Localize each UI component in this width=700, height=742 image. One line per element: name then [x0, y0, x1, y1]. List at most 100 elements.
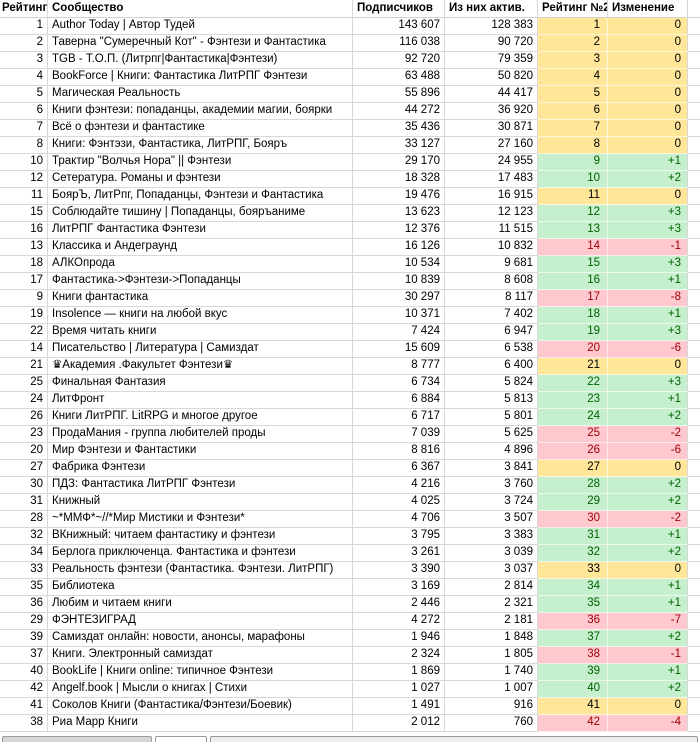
change-cell[interactable]: -2 [608, 426, 688, 443]
active-cell[interactable]: 1 740 [445, 664, 538, 681]
rank2-cell[interactable]: 1 [538, 18, 608, 35]
community-cell[interactable]: Всё о фэнтези и фантастике [48, 120, 353, 137]
change-cell[interactable]: 0 [608, 69, 688, 86]
subscribers-cell[interactable]: 6 367 [353, 460, 445, 477]
active-cell[interactable]: 3 507 [445, 511, 538, 528]
community-cell[interactable]: Берлога приключенца. Фантастика и фэнтез… [48, 545, 353, 562]
rank-cell[interactable]: 14 [0, 341, 48, 358]
active-cell[interactable]: 27 160 [445, 137, 538, 154]
rank2-cell[interactable]: 4 [538, 69, 608, 86]
rank2-cell[interactable]: 13 [538, 222, 608, 239]
change-cell[interactable]: +1 [608, 392, 688, 409]
change-cell[interactable]: +1 [608, 596, 688, 613]
active-cell[interactable]: 3 037 [445, 562, 538, 579]
rank2-cell[interactable]: 23 [538, 392, 608, 409]
rank-cell[interactable]: 8 [0, 137, 48, 154]
rank2-cell[interactable]: 2 [538, 35, 608, 52]
subscribers-cell[interactable]: 30 297 [353, 290, 445, 307]
change-cell[interactable]: 0 [608, 18, 688, 35]
rank-cell[interactable]: 5 [0, 86, 48, 103]
active-cell[interactable]: 17 483 [445, 171, 538, 188]
rank-cell[interactable]: 19 [0, 307, 48, 324]
subscribers-cell[interactable]: 3 795 [353, 528, 445, 545]
active-cell[interactable]: 3 724 [445, 494, 538, 511]
active-cell[interactable]: 2 321 [445, 596, 538, 613]
community-cell[interactable]: TGB - Т.О.П. (Литрпг|Фантастика|Фэнтези) [48, 52, 353, 69]
subscribers-cell[interactable]: 33 127 [353, 137, 445, 154]
change-cell[interactable]: -6 [608, 443, 688, 460]
subscribers-cell[interactable]: 2 446 [353, 596, 445, 613]
active-cell[interactable]: 5 813 [445, 392, 538, 409]
rank-cell[interactable]: 28 [0, 511, 48, 528]
community-cell[interactable]: ЛитРПГ Фантастика Фэнтези [48, 222, 353, 239]
community-cell[interactable]: Таверна "Сумеречный Кот" - Фэнтези и Фан… [48, 35, 353, 52]
active-cell[interactable]: 5 824 [445, 375, 538, 392]
subscribers-cell[interactable]: 4 216 [353, 477, 445, 494]
rank2-cell[interactable]: 5 [538, 86, 608, 103]
change-cell[interactable]: 0 [608, 698, 688, 715]
change-cell[interactable]: +2 [608, 409, 688, 426]
active-cell[interactable]: 2 814 [445, 579, 538, 596]
rank2-cell[interactable]: 28 [538, 477, 608, 494]
rank2-cell[interactable]: 20 [538, 341, 608, 358]
change-cell[interactable]: 0 [608, 460, 688, 477]
subscribers-cell[interactable]: 55 896 [353, 86, 445, 103]
change-cell[interactable]: -8 [608, 290, 688, 307]
active-cell[interactable]: 79 359 [445, 52, 538, 69]
rank-cell[interactable]: 38 [0, 715, 48, 732]
subscribers-cell[interactable]: 16 126 [353, 239, 445, 256]
subscribers-cell[interactable]: 3 261 [353, 545, 445, 562]
rank-cell[interactable]: 39 [0, 630, 48, 647]
change-cell[interactable]: +3 [608, 375, 688, 392]
rank2-cell[interactable]: 24 [538, 409, 608, 426]
rank2-cell[interactable]: 36 [538, 613, 608, 630]
rank2-cell[interactable]: 11 [538, 188, 608, 205]
community-cell[interactable]: Фантастика->Фэнтези->Попаданцы [48, 273, 353, 290]
header-change[interactable]: Изменение [608, 0, 688, 18]
active-cell[interactable]: 5 801 [445, 409, 538, 426]
rank-cell[interactable]: 6 [0, 103, 48, 120]
community-cell[interactable]: ФЭНТЕЗИГРАД [48, 613, 353, 630]
change-cell[interactable]: 0 [608, 103, 688, 120]
rank-cell[interactable]: 12 [0, 171, 48, 188]
rank2-cell[interactable]: 8 [538, 137, 608, 154]
subscribers-cell[interactable]: 3 390 [353, 562, 445, 579]
subscribers-cell[interactable]: 92 720 [353, 52, 445, 69]
rank-cell[interactable]: 24 [0, 392, 48, 409]
subscribers-cell[interactable]: 13 623 [353, 205, 445, 222]
subscribers-cell[interactable]: 29 170 [353, 154, 445, 171]
subscribers-cell[interactable]: 8 816 [353, 443, 445, 460]
change-cell[interactable]: +2 [608, 494, 688, 511]
community-cell[interactable]: Реальность фэнтези (Фантастика. Фэнтези.… [48, 562, 353, 579]
active-cell[interactable]: 6 538 [445, 341, 538, 358]
active-cell[interactable]: 3 760 [445, 477, 538, 494]
rank2-cell[interactable]: 39 [538, 664, 608, 681]
change-cell[interactable]: +2 [608, 545, 688, 562]
horizontal-scrollbar[interactable] [210, 736, 698, 742]
rank-cell[interactable]: 11 [0, 188, 48, 205]
community-cell[interactable]: Любим и читаем книги [48, 596, 353, 613]
active-cell[interactable]: 12 123 [445, 205, 538, 222]
rank-cell[interactable]: 13 [0, 239, 48, 256]
community-cell[interactable]: Книги фэнтези: попаданцы, академии магии… [48, 103, 353, 120]
change-cell[interactable]: +2 [608, 681, 688, 698]
community-cell[interactable]: Insolence — книги на любой вкус [48, 307, 353, 324]
rank2-cell[interactable]: 29 [538, 494, 608, 511]
rank-cell[interactable]: 31 [0, 494, 48, 511]
community-cell[interactable]: Время читать книги [48, 324, 353, 341]
rank2-cell[interactable]: 34 [538, 579, 608, 596]
change-cell[interactable]: 0 [608, 120, 688, 137]
active-cell[interactable]: 8 608 [445, 273, 538, 290]
change-cell[interactable]: +3 [608, 205, 688, 222]
community-cell[interactable]: Книги. Электронный самиздат [48, 647, 353, 664]
community-cell[interactable]: Книги фантастика [48, 290, 353, 307]
change-cell[interactable]: +1 [608, 307, 688, 324]
change-cell[interactable]: -1 [608, 647, 688, 664]
rank-cell[interactable]: 41 [0, 698, 48, 715]
change-cell[interactable]: +3 [608, 222, 688, 239]
rank-cell[interactable]: 35 [0, 579, 48, 596]
subscribers-cell[interactable]: 4 025 [353, 494, 445, 511]
rank-cell[interactable]: 2 [0, 35, 48, 52]
subscribers-cell[interactable]: 6 884 [353, 392, 445, 409]
active-cell[interactable]: 8 117 [445, 290, 538, 307]
